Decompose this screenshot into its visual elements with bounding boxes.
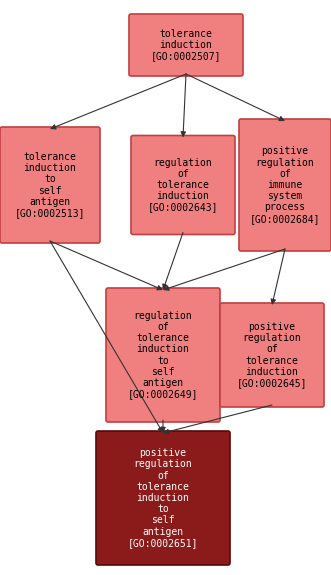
FancyBboxPatch shape	[0, 127, 100, 243]
FancyBboxPatch shape	[106, 288, 220, 422]
FancyBboxPatch shape	[131, 136, 235, 235]
Text: tolerance
induction
[GO:0002507]: tolerance induction [GO:0002507]	[151, 29, 221, 61]
FancyBboxPatch shape	[129, 14, 243, 76]
FancyBboxPatch shape	[220, 303, 324, 407]
Text: positive
regulation
of
tolerance
induction
to
self
antigen
[GO:0002651]: positive regulation of tolerance inducti…	[128, 448, 198, 548]
Text: positive
regulation
of
tolerance
induction
[GO:0002645]: positive regulation of tolerance inducti…	[237, 322, 307, 388]
FancyBboxPatch shape	[96, 431, 230, 565]
FancyBboxPatch shape	[239, 119, 331, 251]
Text: regulation
of
tolerance
induction
to
self
antigen
[GO:0002649]: regulation of tolerance induction to sel…	[128, 311, 198, 399]
Text: positive
regulation
of
immune
system
process
[GO:0002684]: positive regulation of immune system pro…	[250, 147, 320, 224]
Text: regulation
of
tolerance
induction
[GO:0002643]: regulation of tolerance induction [GO:00…	[148, 158, 218, 212]
Text: tolerance
induction
to
self
antigen
[GO:0002513]: tolerance induction to self antigen [GO:…	[15, 152, 85, 218]
